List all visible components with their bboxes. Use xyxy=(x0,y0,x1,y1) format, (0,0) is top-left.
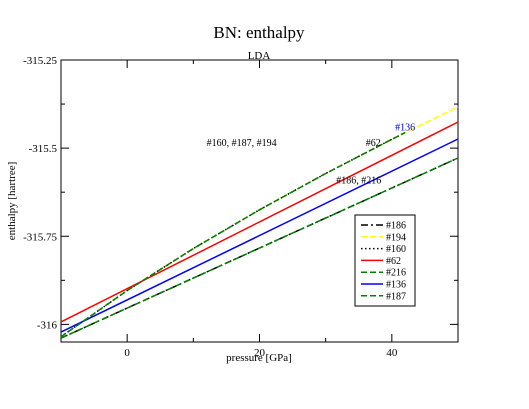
series-line-136 xyxy=(60,138,459,333)
annotation-label: #160, #187, #194 xyxy=(207,138,277,149)
chart-title: BN: enthalpy xyxy=(213,23,305,42)
y-tick-label: -315.25 xyxy=(23,55,57,67)
legend-items: #186#194#160#62#216#136#187 xyxy=(361,221,406,302)
x-axis-label: pressure [GPa] xyxy=(226,352,292,364)
series-line-160 xyxy=(60,131,406,338)
legend-label: #186 xyxy=(386,221,406,232)
legend-label: #136 xyxy=(386,280,406,291)
series-layer xyxy=(60,106,459,339)
y-axis-label: enthalpy [hartree] xyxy=(6,162,18,240)
annotation-label: #62 xyxy=(366,138,381,149)
series-line-62 xyxy=(60,121,459,323)
annotation-layer: #160, #187, #194 #62 #136 #186, #216 xyxy=(207,123,415,187)
legend-label: #62 xyxy=(386,256,401,267)
annotation-label: #136 xyxy=(395,123,415,134)
y-tick-label: -316 xyxy=(37,319,58,331)
legend: #186#194#160#62#216#136#187 xyxy=(354,214,416,307)
x-tick-label: 20 xyxy=(254,347,266,359)
x-tick-label: 40 xyxy=(386,347,398,359)
x-tick-label: 0 xyxy=(124,347,130,359)
chart-subtitle: LDA xyxy=(248,50,271,62)
y-tick-label: -315.75 xyxy=(23,231,57,243)
series-line-187 xyxy=(60,131,406,338)
legend-label: #216 xyxy=(386,268,406,279)
y-tick-label: -315.5 xyxy=(29,143,58,155)
legend-label: #194 xyxy=(386,232,406,243)
legend-label: #187 xyxy=(386,291,406,302)
legend-label: #160 xyxy=(386,244,406,255)
series-line-216 xyxy=(60,157,459,339)
x-axis: 0 20 40 xyxy=(60,60,459,359)
annotation-label: #186, #216 xyxy=(336,175,381,186)
y-axis: -316 -315.75 -315.5 -315.25 xyxy=(23,55,458,331)
